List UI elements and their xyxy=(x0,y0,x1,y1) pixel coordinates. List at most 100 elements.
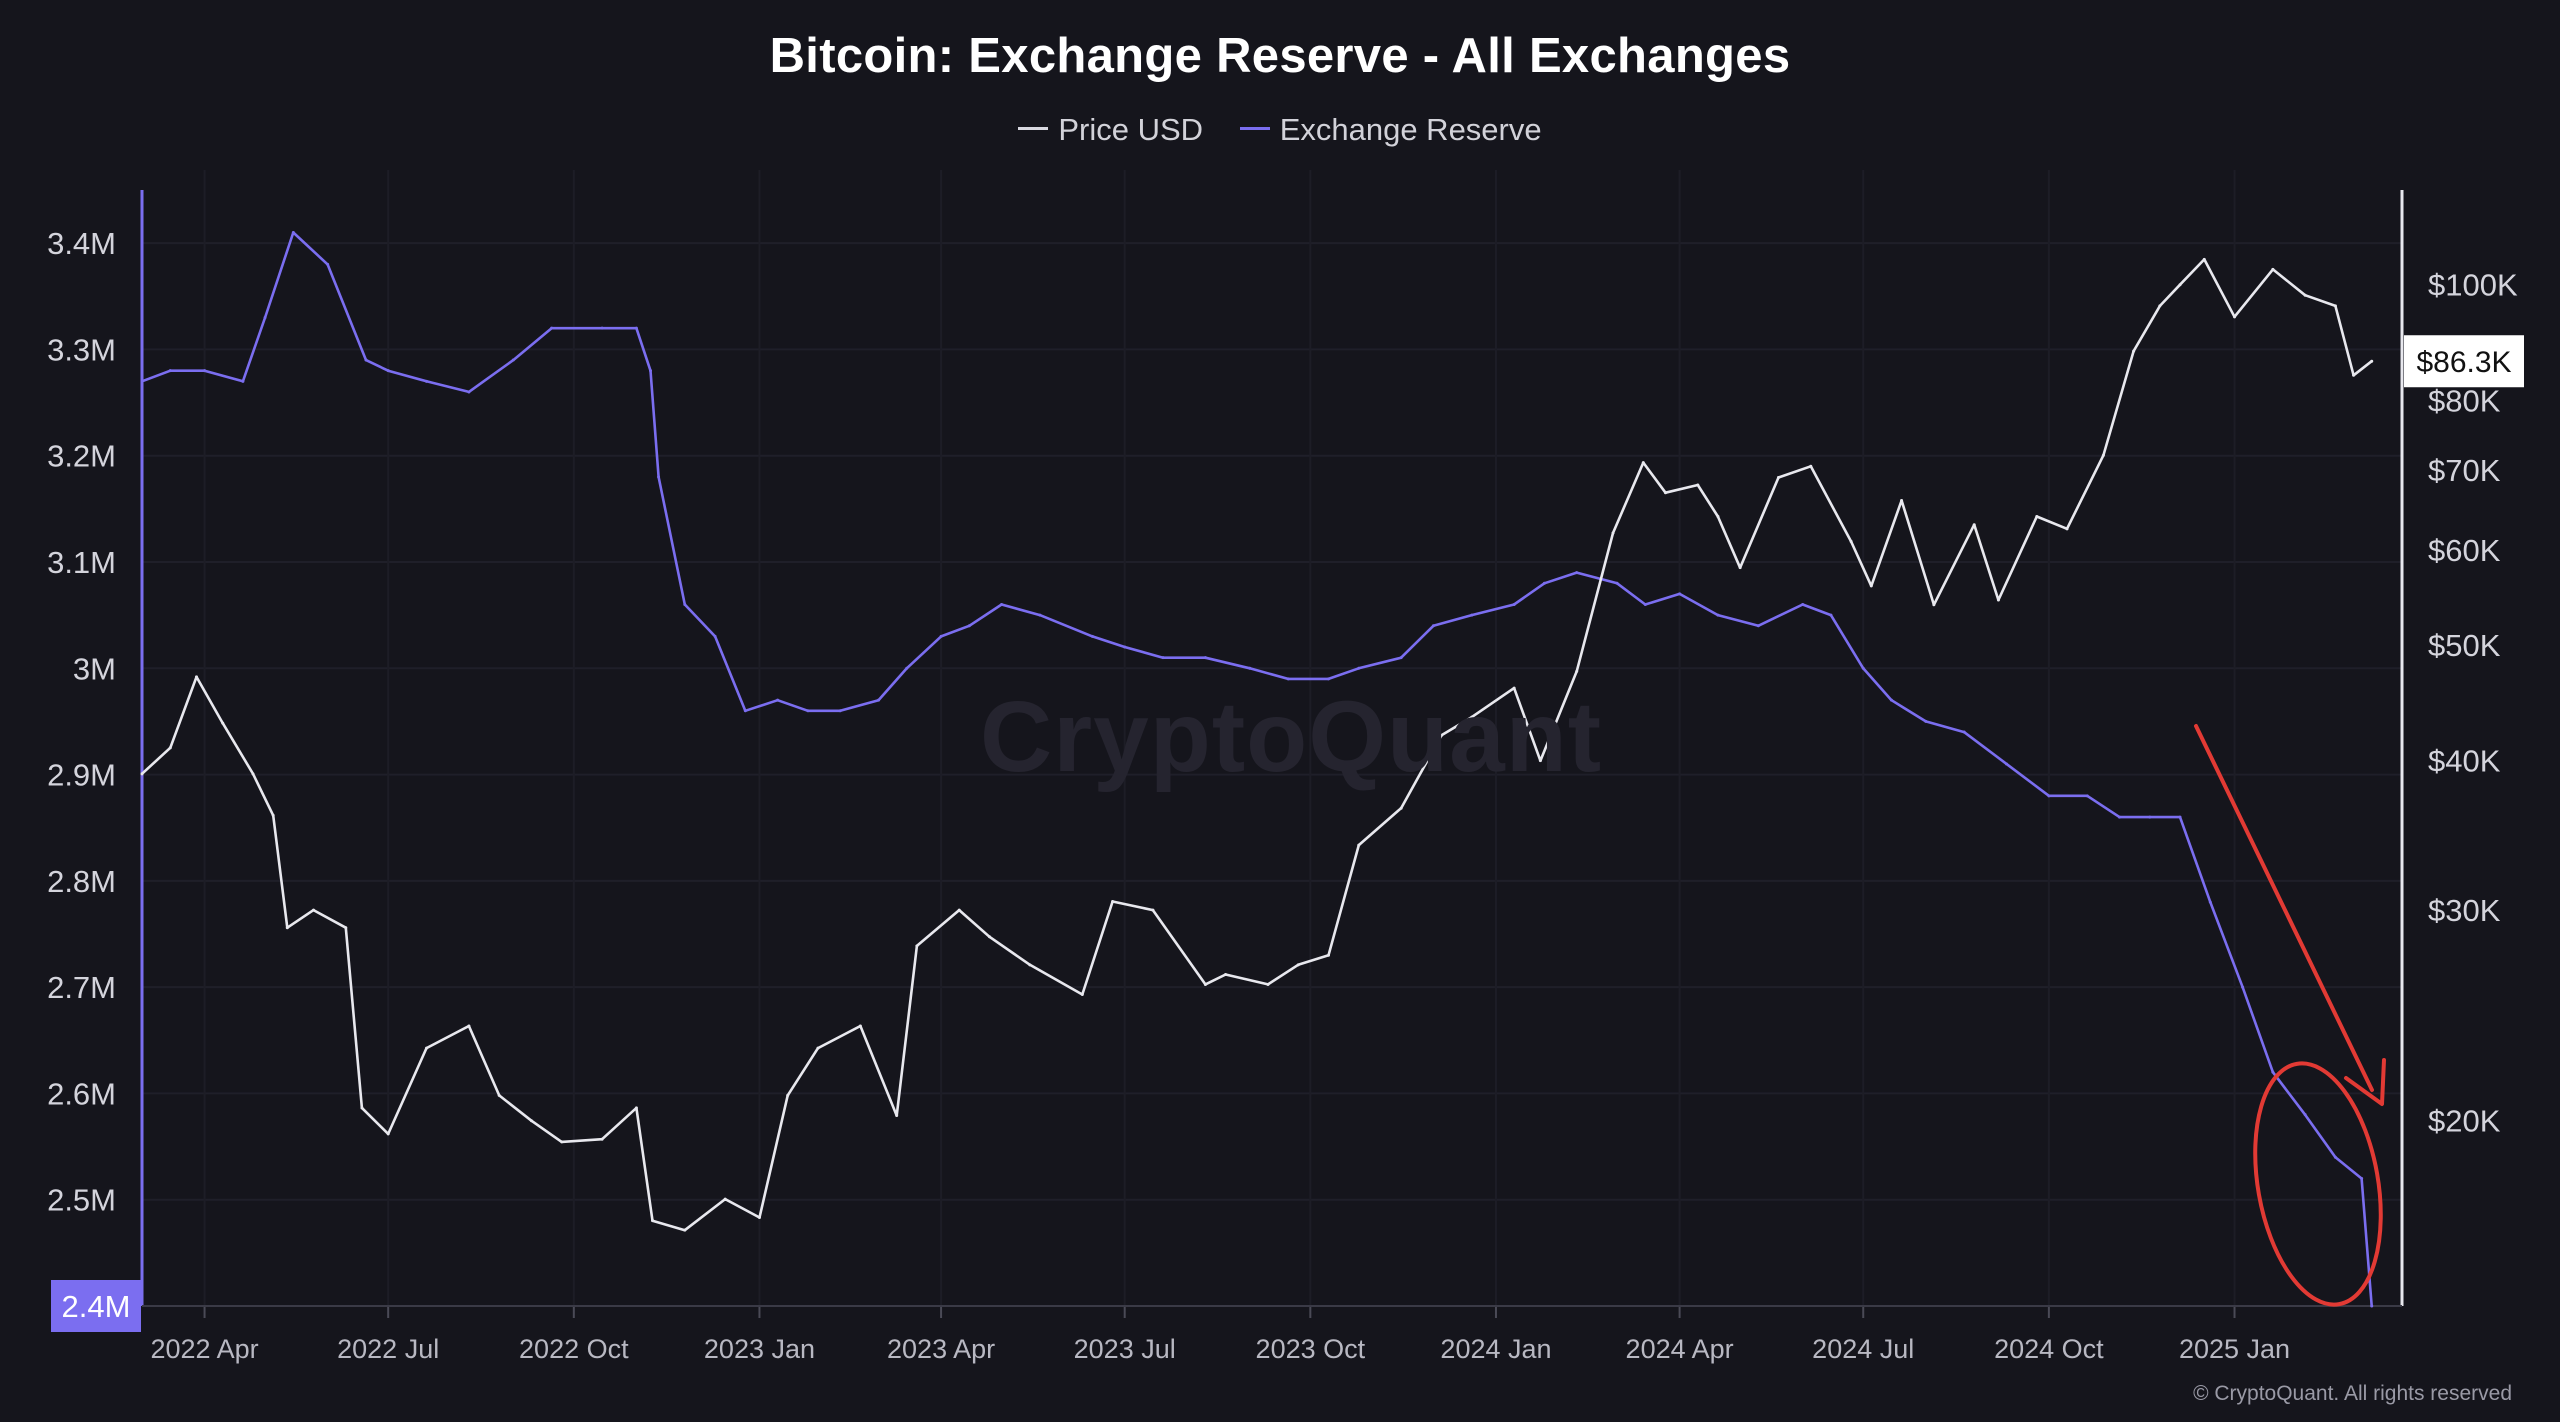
reserve-data-point xyxy=(2178,815,2182,819)
price-data-point xyxy=(425,1046,429,1050)
reserve-data-point xyxy=(203,369,207,373)
price-data-point xyxy=(497,1093,501,1097)
price-data-point xyxy=(1111,900,1115,904)
x-tick-label: 2024 Jan xyxy=(1440,1334,1551,1364)
reserve-data-point xyxy=(838,709,842,713)
reserve-data-point xyxy=(2370,1304,2374,1308)
price-data-point xyxy=(140,772,144,776)
price-data-point xyxy=(2333,304,2337,308)
reserve-data-point xyxy=(2208,900,2212,904)
reserve-data-point xyxy=(1090,634,1094,638)
watermark: CryptoQuant xyxy=(980,681,1603,793)
axes xyxy=(140,190,2404,1318)
reserve-data-point xyxy=(140,379,144,383)
reserve-data-point xyxy=(649,369,652,373)
price-data-point xyxy=(560,1140,564,1144)
x-tick-label: 2024 Apr xyxy=(1626,1334,1734,1364)
price-data-point xyxy=(529,1119,533,1123)
price-data-point xyxy=(988,935,991,939)
y-right-tick-label: $70K xyxy=(2428,453,2501,488)
price-data-point xyxy=(1809,464,1813,468)
y-right-tick-label: $80K xyxy=(2428,384,2501,419)
reserve-data-point xyxy=(1716,613,1720,617)
price-data-point xyxy=(1900,499,1904,503)
price-data-point xyxy=(1611,531,1615,535)
legend-item-reserve[interactable]: Exchange Reserve xyxy=(1239,112,1542,148)
legend-label-reserve: Exchange Reserve xyxy=(1279,112,1542,147)
price-data-point xyxy=(2178,283,2182,287)
x-tick-label: 2022 Jul xyxy=(337,1334,439,1364)
reserve-data-point xyxy=(1286,677,1290,681)
annotations xyxy=(2194,724,2386,1307)
price-data-point xyxy=(2035,515,2039,519)
price-data-point xyxy=(312,908,316,912)
price-data-point xyxy=(2303,293,2307,297)
reserve-data-point xyxy=(2241,985,2245,989)
reserve-data-point xyxy=(905,666,909,670)
price-data-point xyxy=(600,1137,604,1141)
x-tick-label: 2022 Apr xyxy=(151,1334,259,1364)
y-left-tick-label: 3.4M xyxy=(47,226,116,261)
footer-credit: © CryptoQuant. All rights reserved xyxy=(2193,1382,2512,1405)
reserve-data-point xyxy=(939,634,943,638)
reserve-data-point xyxy=(877,698,881,702)
reserve-data-point xyxy=(2005,762,2008,766)
reserve-data-point xyxy=(1575,571,1579,575)
price-data-point xyxy=(1327,953,1330,957)
reserve-data-point xyxy=(263,316,267,320)
reserve-data-point xyxy=(1038,613,1042,617)
price-data-point xyxy=(1151,908,1155,912)
price-data-point xyxy=(1266,982,1270,986)
legend-label-price: Price USD xyxy=(1058,112,1204,147)
legend-item-price[interactable]: Price USD xyxy=(1018,112,1203,148)
y-left-tick-label: 2.5M xyxy=(47,1183,116,1218)
series-layer xyxy=(140,231,2374,1308)
price-data-point xyxy=(2271,267,2275,271)
reserve-data-point xyxy=(2333,1155,2337,1159)
y-right-tick-label: $40K xyxy=(2428,744,2501,779)
x-tick-label: 2022 Oct xyxy=(519,1334,629,1364)
x-tick-label: 2025 Jan xyxy=(2179,1334,2290,1364)
price-data-point xyxy=(757,1216,761,1220)
x-tick-label: 2023 Jul xyxy=(1074,1334,1176,1364)
reserve-data-point xyxy=(2085,794,2089,798)
reserve-data-point xyxy=(1678,592,1682,596)
y-right-tick-label: $50K xyxy=(2428,628,2501,663)
y-left-tick-label: 2.7M xyxy=(47,970,116,1005)
legend-swatch-reserve xyxy=(1239,127,1270,131)
price-data-point xyxy=(1663,491,1667,495)
legend: Price USD Exchange Reserve xyxy=(0,112,2560,148)
grid xyxy=(142,170,2402,1306)
reserve-data-point xyxy=(1962,730,1966,734)
price-data-point xyxy=(1738,566,1742,570)
y-left-tick-label: 3M xyxy=(73,651,116,686)
price-data-point xyxy=(1440,733,1443,737)
annotation-arrow-head xyxy=(2344,1058,2386,1106)
x-tick-label: 2023 Jan xyxy=(704,1334,815,1364)
price-data-point xyxy=(786,1093,790,1097)
price-data-point xyxy=(1203,982,1207,986)
reserve-data-point xyxy=(1615,581,1619,585)
price-data-point xyxy=(2352,373,2356,377)
reserve-data-point xyxy=(600,326,604,330)
reserve-data-point xyxy=(326,262,330,266)
reserve-data-point xyxy=(683,603,687,607)
price-data-point xyxy=(1776,475,1780,479)
reserve-data-point xyxy=(1327,677,1330,681)
annotation-arrow-shaft xyxy=(2194,724,2374,1092)
reserve-data-point xyxy=(1542,581,1546,585)
x-tick-label: 2024 Oct xyxy=(1994,1334,2104,1364)
x-tick-label: 2023 Oct xyxy=(1256,1334,1366,1364)
price-data-point xyxy=(1575,669,1579,673)
price-data-point xyxy=(957,908,961,912)
y-right-tick-label: $100K xyxy=(2428,268,2518,303)
price-data-point xyxy=(723,1197,727,1201)
reserve-data-point xyxy=(1861,666,1865,670)
y-left-tick-label: 3.3M xyxy=(47,332,116,367)
reserve-data-point xyxy=(1248,666,1252,670)
x-tick-label: 2023 Apr xyxy=(887,1334,995,1364)
price-data-point xyxy=(1399,806,1403,810)
reserve-data-point xyxy=(1889,698,1893,702)
price-data-point xyxy=(194,675,198,679)
reserve-data-point xyxy=(1161,656,1165,660)
